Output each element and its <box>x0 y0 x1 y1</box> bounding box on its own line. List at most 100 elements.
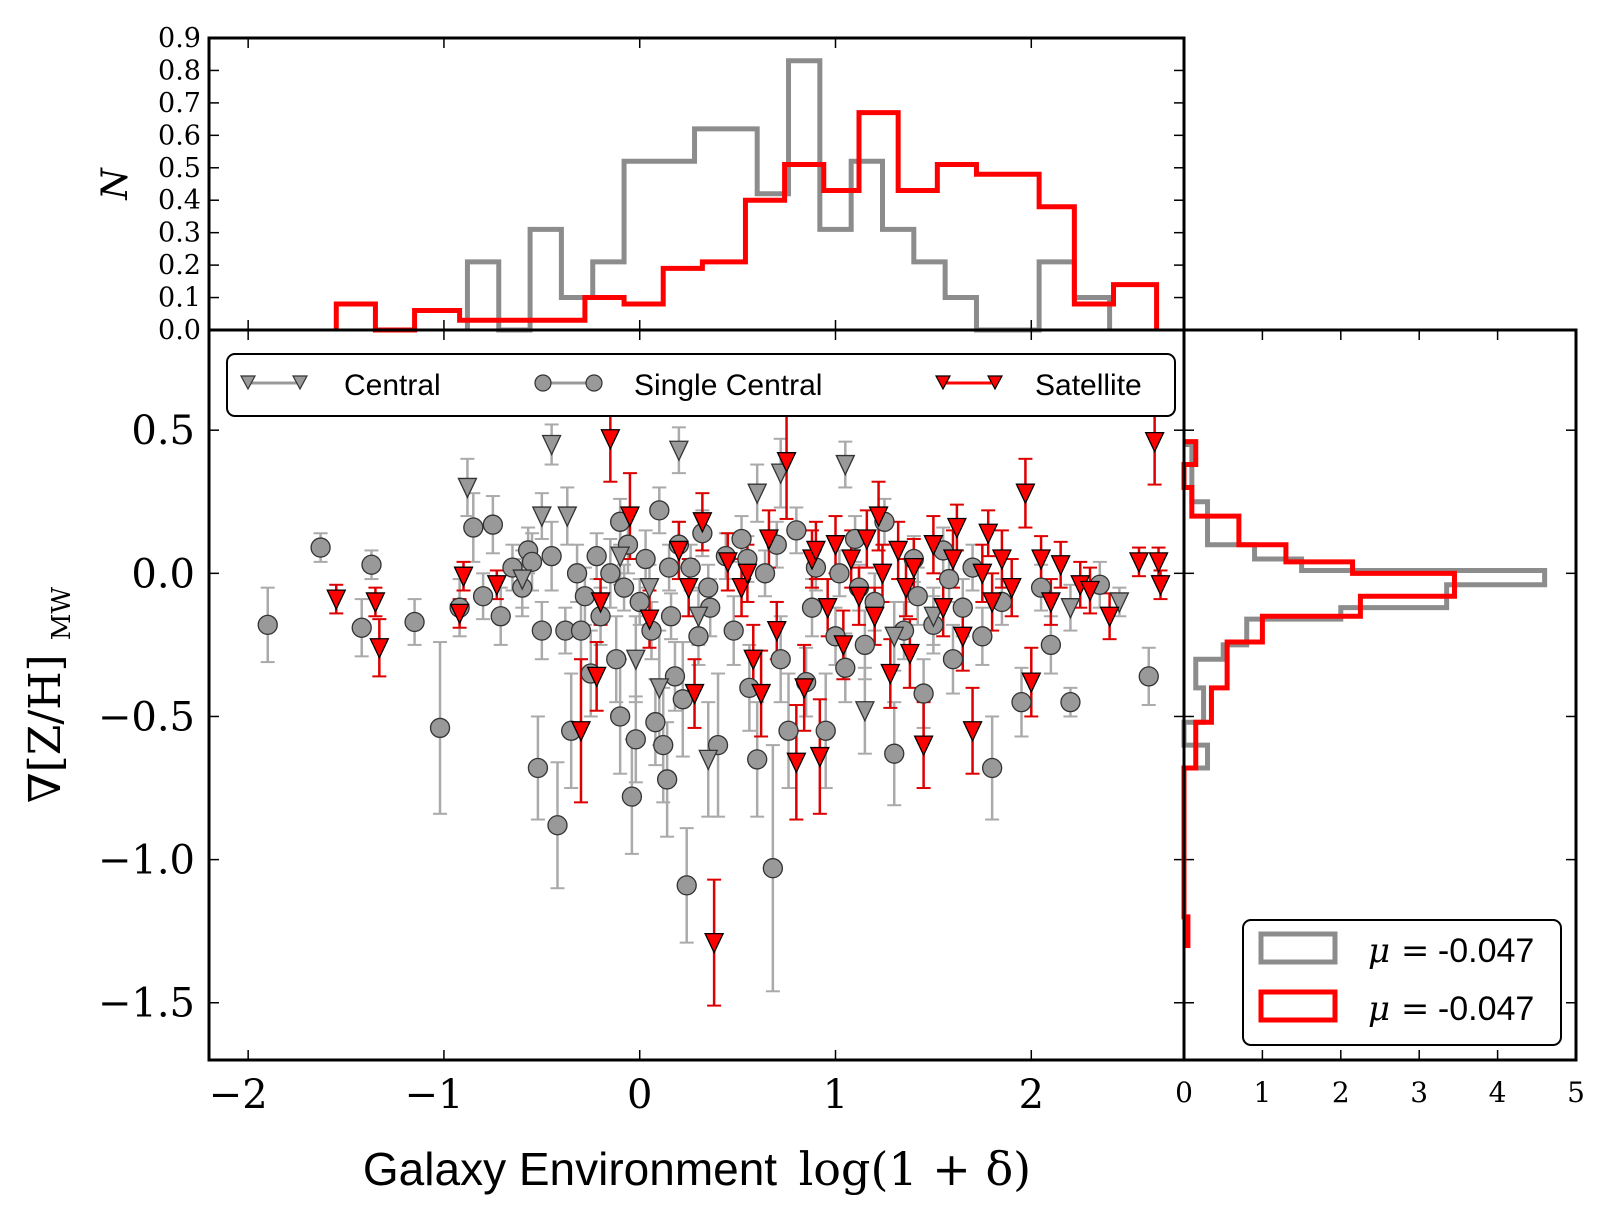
right-histogram-frame <box>1182 328 1578 1062</box>
legend-single-central-label: Single Central <box>634 369 822 402</box>
single-central-point <box>778 720 799 741</box>
satellite-point <box>717 552 738 574</box>
main-ytick-label: −1.5 <box>98 981 195 1027</box>
main-xtick-label: 2 <box>1019 1072 1044 1118</box>
top-histogram-central-step <box>464 58 1113 333</box>
main-ytick-label: 0.5 <box>131 408 195 454</box>
legend-entry-central: Central <box>239 369 441 402</box>
single-central-point <box>463 517 484 538</box>
legend-single-central-marker <box>534 374 552 392</box>
legend-central-label: Central <box>344 369 441 402</box>
single-central-point <box>429 717 451 739</box>
central-point <box>688 606 709 628</box>
single-central-point <box>649 500 670 521</box>
single-central-point <box>952 597 973 618</box>
single-central-point <box>723 620 744 641</box>
right-xtick-label: 5 <box>1567 1076 1585 1109</box>
satellite-point <box>1079 580 1101 603</box>
single-central-point <box>531 620 552 641</box>
central-point <box>512 569 533 591</box>
satellite-point <box>805 540 826 562</box>
single-central-point <box>664 666 686 687</box>
single-central-point <box>770 649 791 670</box>
legend-entry-satellite: Satellite <box>934 369 1142 402</box>
main-y-ticks: 0.5 0.0 −0.5 −1.0 −1.5 <box>98 408 1576 1027</box>
single-central-point <box>404 611 425 633</box>
satellite-point <box>668 540 689 562</box>
single-central-point <box>907 586 928 607</box>
satellite-point <box>794 678 815 700</box>
top-ytick-label: 0.8 <box>158 55 201 86</box>
satellite-point <box>809 746 830 769</box>
single-central-point <box>521 551 543 573</box>
main-ytick-label: −1.0 <box>98 838 195 884</box>
single-central-point <box>762 858 784 879</box>
satellite-point <box>449 603 470 625</box>
top-ytick-label: 0.0 <box>158 315 201 346</box>
satellite-point <box>731 577 752 600</box>
satellite-point <box>899 643 920 666</box>
satellite-point <box>776 452 797 474</box>
top-histogram-y-ticks: 0.00.10.20.30.40.50.60.70.80.9 <box>158 23 1184 346</box>
single-central-point <box>586 546 607 567</box>
central-point <box>1060 598 1081 620</box>
central-point <box>747 483 768 505</box>
central-point <box>649 678 670 700</box>
satellite-point <box>946 517 967 540</box>
top-ytick-label: 0.4 <box>158 185 201 216</box>
satellite-point <box>991 549 1012 571</box>
main-ylabel-sub: MW <box>47 587 77 641</box>
right-legend-red-value: -0.047 <box>1438 990 1534 1028</box>
single-central-point <box>829 563 850 584</box>
single-central-point <box>688 626 709 647</box>
satellite-point <box>833 635 854 657</box>
satellite-point <box>751 683 772 706</box>
top-ytick-label: 0.6 <box>158 120 201 151</box>
satellite-point <box>486 575 507 597</box>
right-histogram-central-step <box>1181 442 1548 771</box>
main-xlabel-text: Galaxy Environment log(1 + δ) <box>363 1142 1031 1196</box>
right-xtick-label: 3 <box>1410 1076 1428 1109</box>
central-point <box>884 626 905 648</box>
right-xtick-label: 2 <box>1332 1076 1350 1109</box>
single-central-point <box>884 743 905 764</box>
satellite-point <box>684 683 705 706</box>
satellite-point <box>942 549 964 571</box>
top-histogram-ylabel: N <box>95 167 136 201</box>
satellite-point <box>868 506 889 528</box>
single-central-point <box>1138 666 1159 687</box>
single-central-point <box>942 649 964 670</box>
right-legend-gray-patch <box>1258 931 1338 965</box>
single-central-point <box>680 557 701 578</box>
single-central-point <box>574 586 596 607</box>
single-central-point <box>629 591 650 613</box>
satellite-point <box>1144 431 1165 454</box>
right-histogram-panel: 0 1 2 3 4 5 μ = -0.047 μ = -0.047 <box>1175 328 1585 1109</box>
central-point <box>1109 592 1130 614</box>
satellite-point <box>923 535 944 557</box>
single-central-point <box>566 563 588 584</box>
single-central-point <box>835 657 856 678</box>
central-point <box>541 434 562 457</box>
single-central-point <box>600 563 621 584</box>
main-xtick-label: −1 <box>404 1072 463 1118</box>
single-central-point <box>854 634 876 656</box>
satellite-point <box>326 589 347 611</box>
single-central-point <box>938 568 960 590</box>
single-central-point <box>754 563 776 584</box>
single-central-point <box>570 620 592 641</box>
legend-central-marker <box>291 375 309 391</box>
single-central-point <box>660 606 682 627</box>
satellite-point <box>369 638 390 660</box>
satellite-point <box>1040 592 1061 614</box>
satellite-point <box>1150 575 1171 597</box>
satellite-point <box>1128 552 1149 574</box>
satellite-point <box>1031 549 1052 571</box>
satellite-point <box>817 598 838 620</box>
central-point <box>639 577 660 600</box>
single-central-point <box>747 749 768 770</box>
main-legend-box <box>226 353 1176 417</box>
single-central-point <box>609 706 631 727</box>
satellite-point <box>737 563 758 585</box>
right-xtick-label: 1 <box>1253 1076 1271 1109</box>
